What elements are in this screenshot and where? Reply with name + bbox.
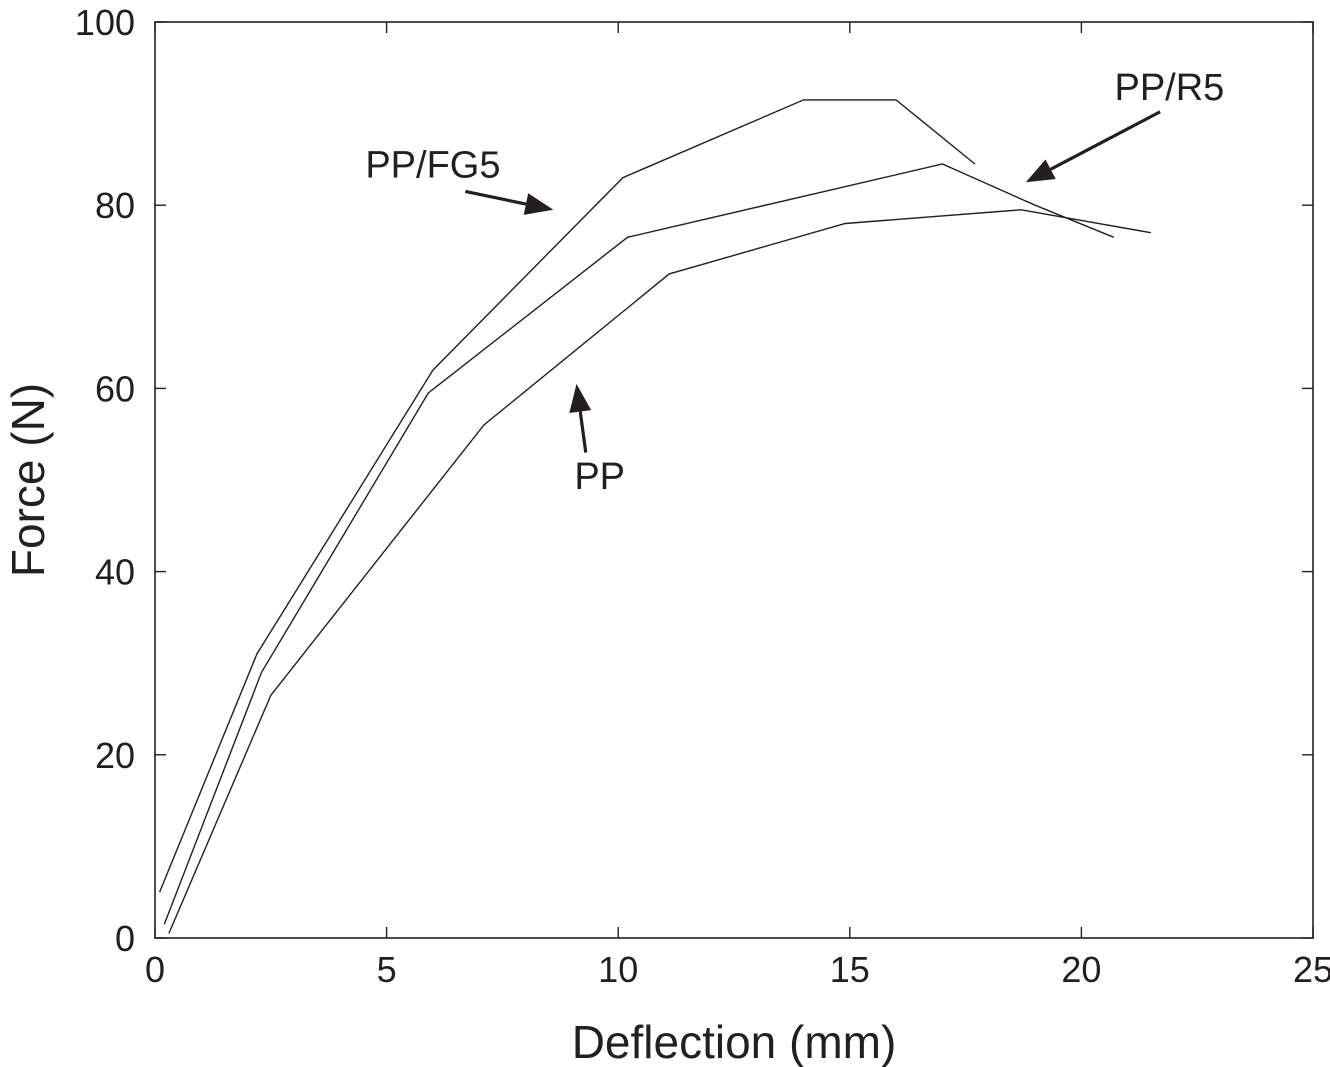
- y-axis-title: Force (N): [2, 383, 54, 577]
- series-line-pp-r5: [163, 163, 1115, 925]
- y-tick-label: 80: [95, 185, 135, 226]
- x-tick-label: 10: [598, 949, 638, 990]
- plot-frame: [154, 21, 1314, 939]
- series-line-pp: [168, 209, 1152, 934]
- y-tick-label: 0: [115, 918, 135, 959]
- y-tick-label: 60: [95, 368, 135, 409]
- x-axis-title: Deflection (mm): [572, 1016, 897, 1067]
- annotation-arrowhead-pp-r5: [1025, 159, 1056, 183]
- annotation-arrowhead-pp-fg5: [523, 193, 554, 215]
- y-tick-label: 40: [95, 552, 135, 593]
- x-tick-label: 15: [830, 949, 870, 990]
- x-tick-label: 0: [145, 949, 165, 990]
- annotation-label-pp-r5: PP/R5: [1114, 67, 1224, 109]
- series-line-pp-fg5: [158, 99, 976, 893]
- y-tick-label: 100: [75, 2, 135, 43]
- annotation-arrow-pp-fg5: [465, 189, 527, 206]
- annotation-arrowhead-pp: [569, 383, 592, 414]
- x-tick-label: 5: [377, 949, 397, 990]
- annotation-arrow-pp-r5: [1049, 110, 1161, 171]
- annotation-label-pp-fg5: PP/FG5: [365, 145, 500, 187]
- annotation-label-pp: PP: [574, 456, 625, 498]
- x-tick-label: 25: [1293, 949, 1330, 990]
- annotation-arrow-pp: [578, 411, 588, 453]
- y-tick-label: 20: [95, 735, 135, 776]
- x-tick-label: 20: [1061, 949, 1101, 990]
